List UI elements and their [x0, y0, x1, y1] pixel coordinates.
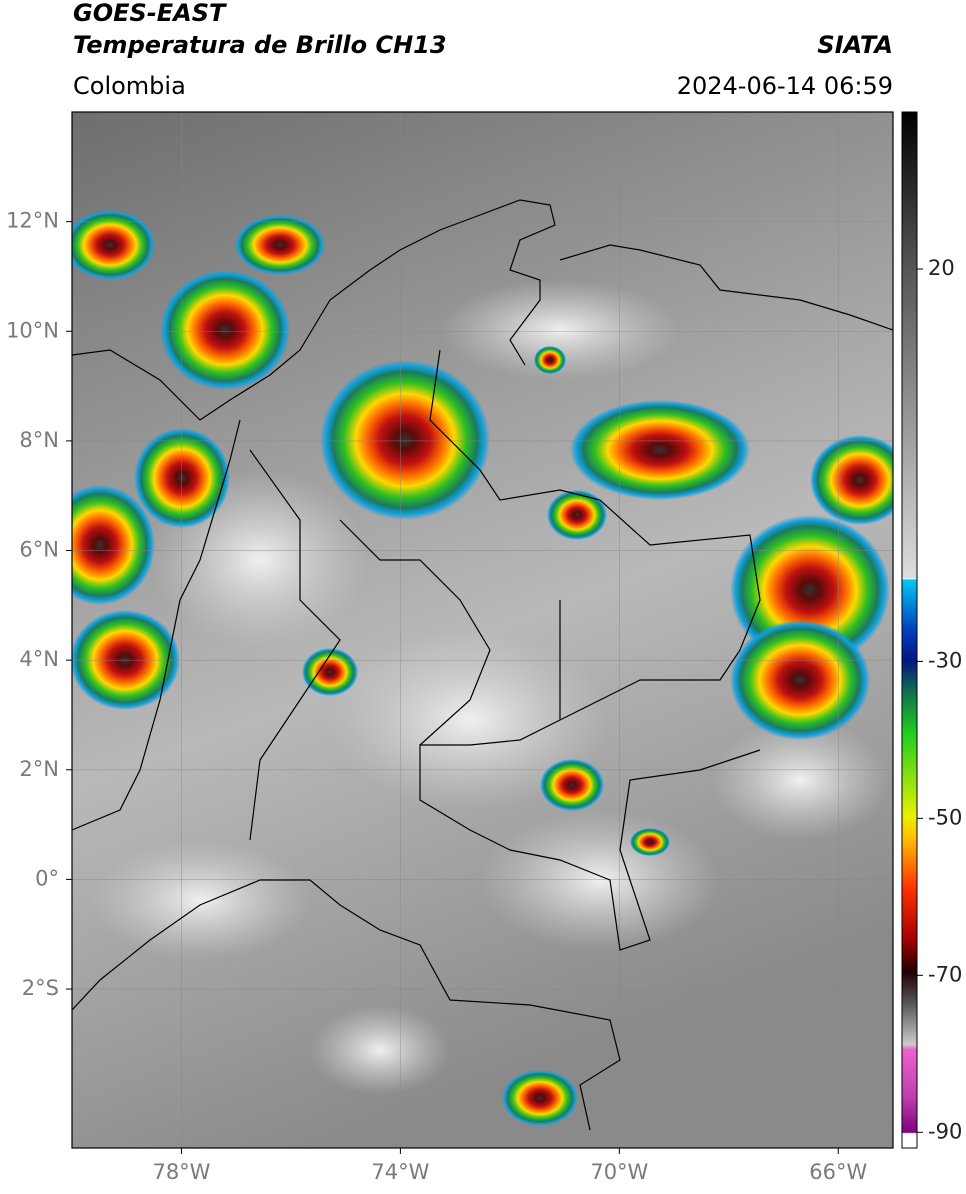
cloud	[440, 280, 680, 380]
storm	[810, 435, 893, 525]
map-frame	[71, 111, 894, 1149]
colorbar-tick-label: -50	[928, 805, 962, 829]
storm	[134, 428, 230, 528]
x-tick-label: 78°W	[152, 1160, 210, 1184]
y-tick-label: 0°	[35, 866, 59, 890]
subtitle: Temperatura de Brillo CH13	[73, 31, 447, 59]
storm	[534, 346, 566, 374]
storm	[320, 360, 490, 520]
y-tick-label: 12°N	[6, 209, 59, 233]
y-tick-label: 8°N	[19, 428, 59, 452]
x-tick-label: 66°W	[809, 1160, 867, 1184]
border	[72, 879, 621, 1131]
storm	[160, 270, 290, 390]
cloud	[90, 840, 310, 960]
storms	[72, 210, 893, 1126]
storm	[547, 490, 607, 540]
datetime: 2024-06-14 06:59	[677, 72, 893, 100]
department-border	[339, 519, 491, 746]
colorbar-frame	[901, 111, 918, 1149]
cloud	[330, 630, 610, 810]
x-tick-label: 74°W	[371, 1160, 429, 1184]
coastline	[72, 199, 556, 421]
colorbar-tick-label: -90	[928, 1119, 962, 1143]
storm	[730, 620, 870, 740]
y-tick-label: 4°N	[19, 647, 59, 671]
colorbar-tick-label: 20	[928, 256, 955, 280]
borders	[72, 199, 893, 1131]
storm	[72, 210, 155, 280]
border	[419, 349, 761, 951]
cloud	[710, 720, 890, 840]
storm	[235, 215, 325, 275]
storm	[502, 1070, 578, 1126]
axes: 78°W 74°W 70°W 66°W 12°N 10°N 8°N 6°N 4°N 2°N 0° 2°…	[6, 209, 962, 1184]
colorbar-tick-label: -70	[928, 962, 962, 986]
grid	[72, 112, 893, 1148]
y-tick-label: 2°N	[19, 757, 59, 781]
colorbar	[902, 112, 917, 1148]
colorbar-tick-label: -30	[928, 648, 962, 672]
y-tick-label: 10°N	[6, 318, 59, 342]
coastline	[72, 419, 241, 831]
y-tick-label: 2°S	[22, 976, 59, 1000]
source: SIATA	[817, 31, 893, 59]
cloud	[310, 1005, 450, 1095]
storm	[630, 828, 670, 856]
x-tick-label: 70°W	[590, 1160, 648, 1184]
cloud	[480, 810, 720, 950]
coastline	[559, 244, 893, 331]
y-tick-label: 6°N	[19, 538, 59, 562]
storm	[540, 759, 604, 811]
storm	[72, 485, 155, 605]
title: GOES-EAST	[73, 0, 227, 27]
map-image	[72, 112, 893, 1148]
region: Colombia	[73, 72, 186, 100]
department-border	[249, 449, 341, 841]
storm	[570, 400, 750, 500]
